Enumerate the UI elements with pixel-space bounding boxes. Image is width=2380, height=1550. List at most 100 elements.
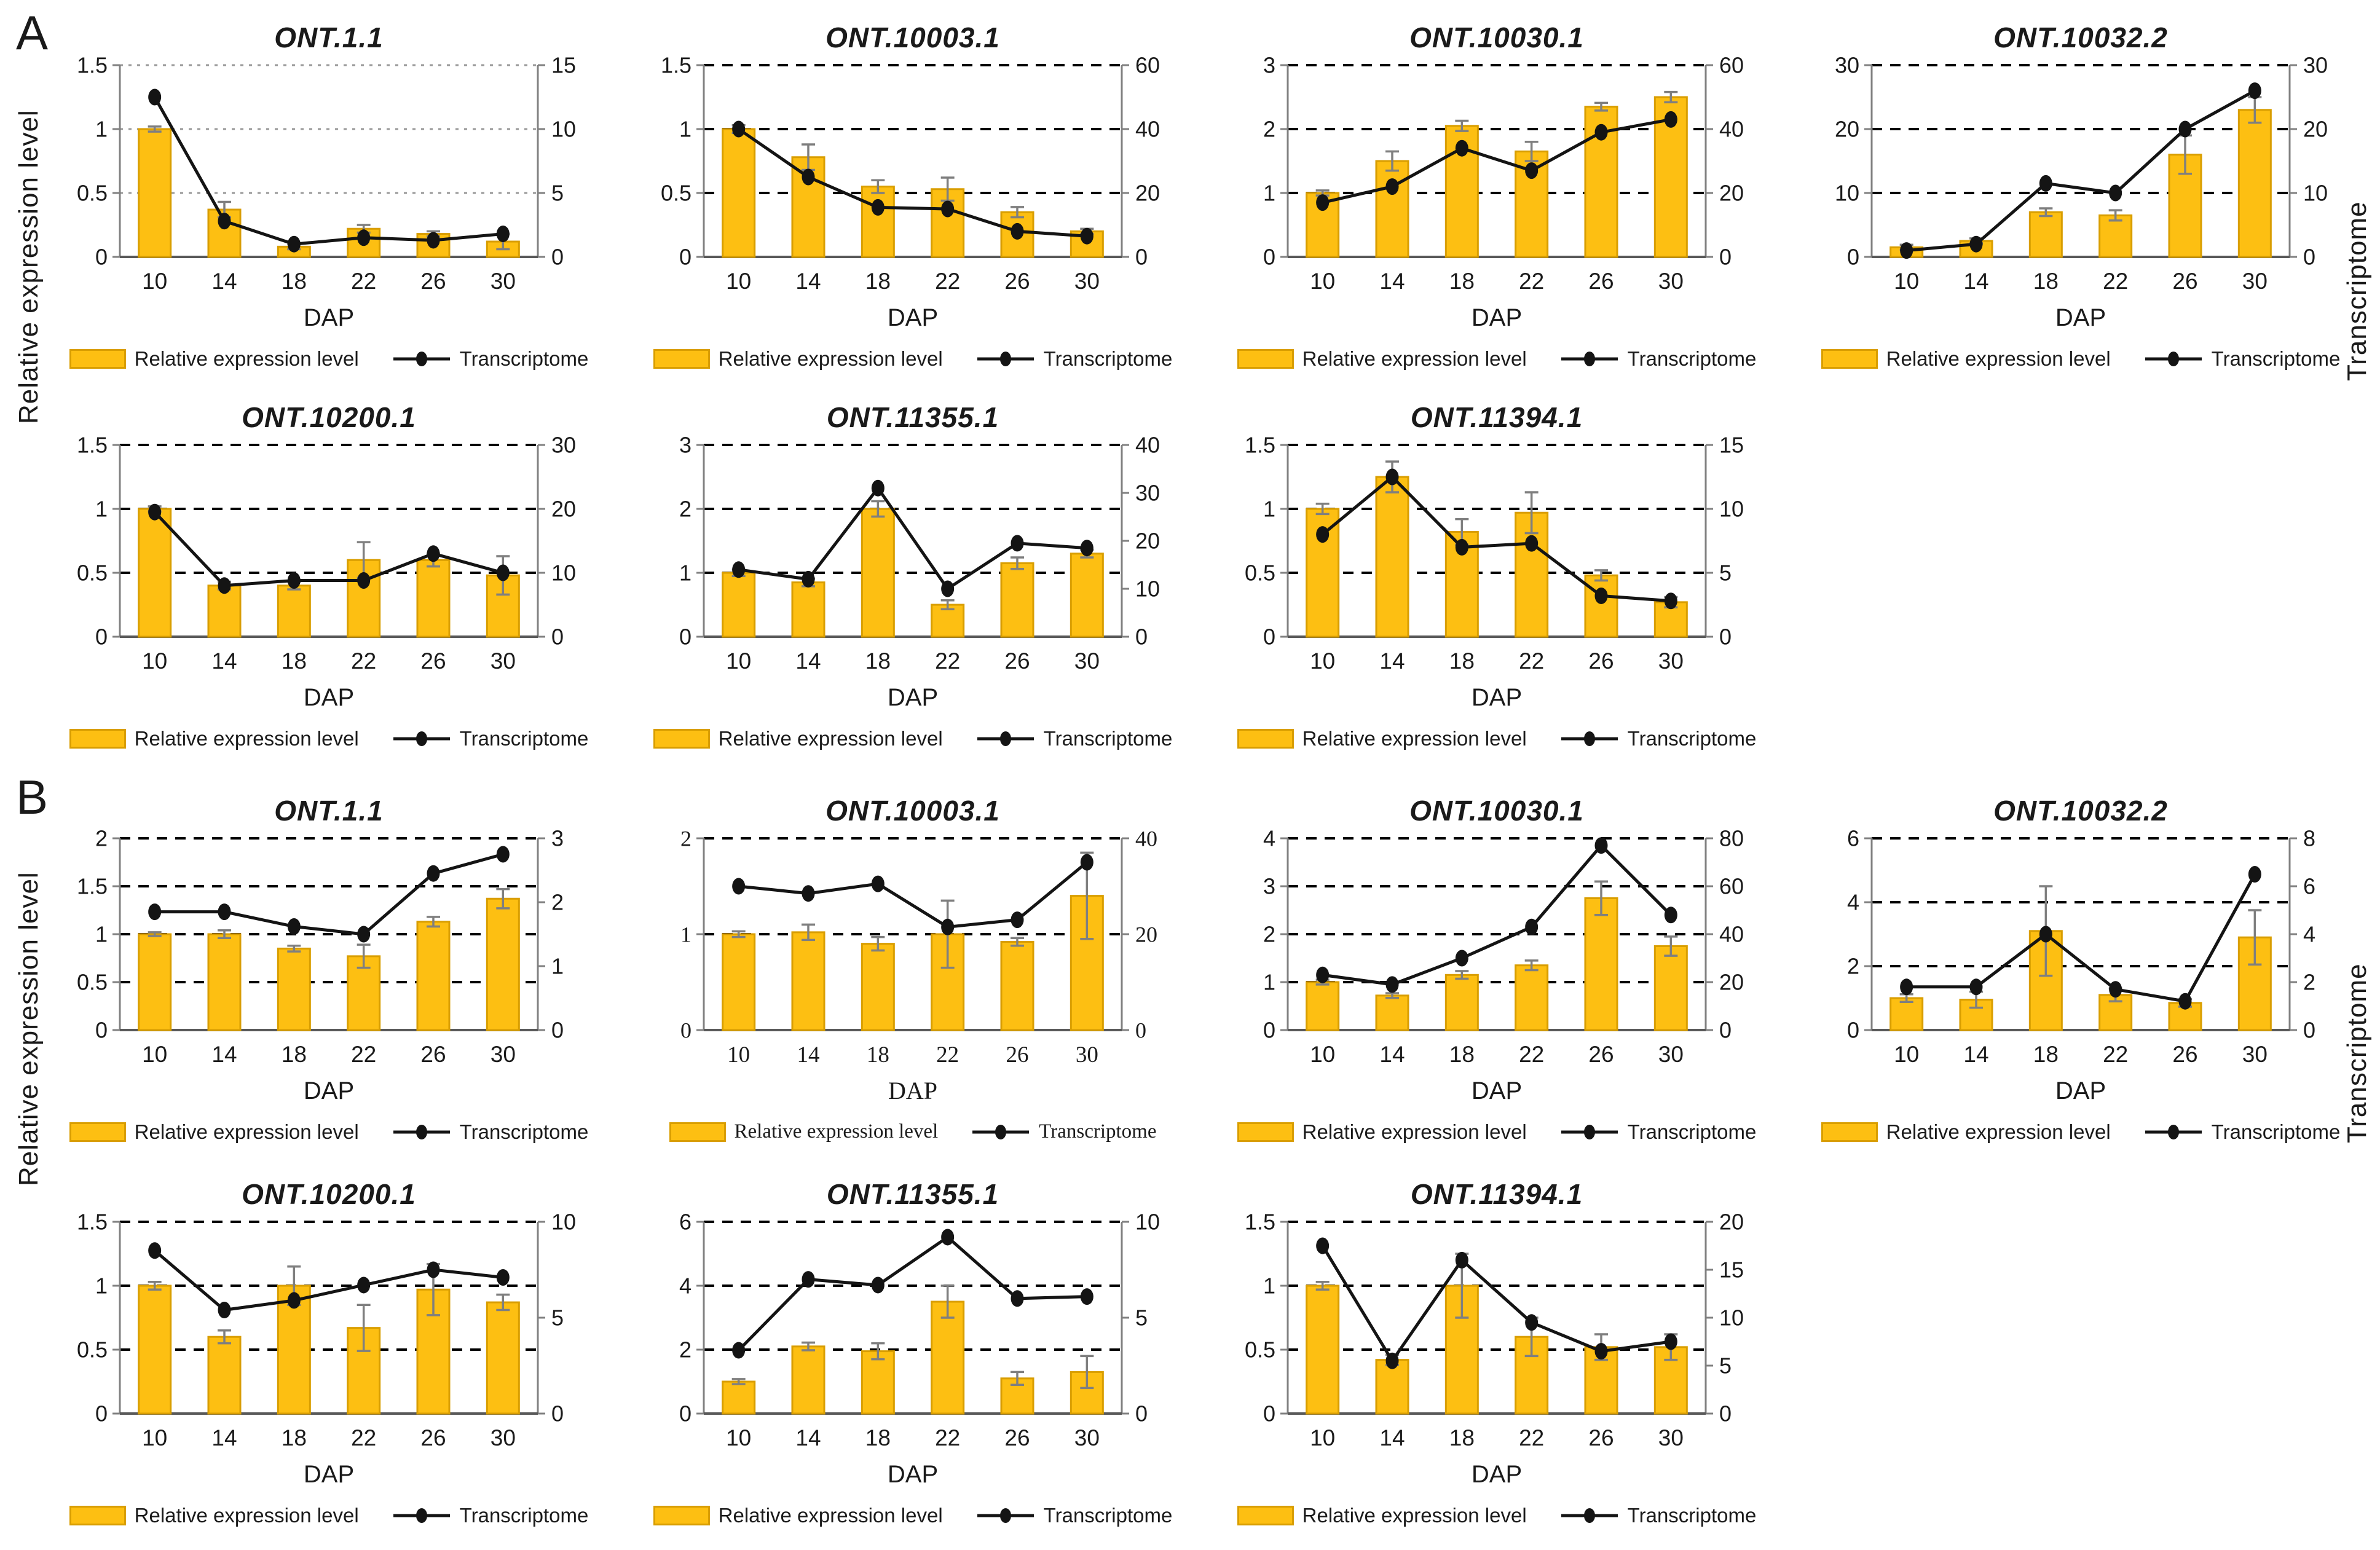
x-tick-label: 26: [1004, 269, 1030, 294]
left-tick-label: 1: [679, 561, 692, 586]
line-marker: [1011, 535, 1024, 552]
x-tick-label: 26: [2172, 1042, 2197, 1067]
line-marker: [1385, 468, 1399, 486]
line-marker: [496, 1269, 510, 1286]
line-marker: [218, 903, 231, 921]
line-legend-marker-icon: [976, 1507, 1035, 1524]
chart-plot: 0 1 2 3 0 10 20 30 40 10 14 18 22 26 30 DAP: [636, 433, 1189, 726]
right-tick-label: 0: [2303, 245, 2315, 270]
line-legend-marker-icon: [392, 350, 451, 368]
x-tick-label: 14: [797, 1042, 820, 1068]
line-legend-label: Transcriptome: [1627, 1504, 1757, 1527]
x-tick-label: 30: [1076, 1042, 1098, 1068]
bar: [1306, 508, 1340, 638]
chart-legend: Relative expression level Transcriptome: [1220, 347, 1773, 371]
bar: [277, 584, 311, 638]
x-axis-label: DAP: [304, 1461, 354, 1488]
bar-legend-swatch-icon: [1821, 1122, 1878, 1142]
bar: [207, 1336, 242, 1415]
chart-b-ont-1-1: ONT.1.1 0 0.5 1 1.5 2 0 1 2 3 10 14 18 22 26 30 DAP Rel…: [37, 792, 621, 1166]
bar-legend-label: Relative expression level: [718, 727, 943, 750]
x-tick-label: 30: [491, 1042, 516, 1067]
right-tick-label: 0: [1719, 245, 1732, 270]
transcriptome-line: [738, 861, 1088, 929]
x-tick-label: 10: [142, 269, 167, 294]
chart-a-ont-10200-1: ONT.10200.1 0 0.5 1 1.5 0 10 20 30 10 14 18 22 26 30 D…: [37, 398, 621, 773]
right-tick-label: 0: [1135, 624, 1148, 650]
bar-legend-label: Relative expression level: [134, 727, 359, 750]
bar: [207, 933, 242, 1031]
right-tick-label: 40: [1135, 827, 1157, 851]
bar: [722, 1380, 756, 1415]
x-tick-label: 30: [1658, 1425, 1684, 1450]
x-tick-label: 18: [865, 648, 891, 674]
left-tick-label: 0: [95, 1018, 108, 1043]
x-tick-label: 18: [282, 648, 307, 674]
right-tick-label: 10: [1135, 576, 1160, 602]
line-legend-label: Transcriptome: [459, 727, 589, 750]
chart-b-ont-10030-1: ONT.10030.1 0 1 2 3 4 0 20 40 60 80 10 14 18 22 26 30 DA…: [1205, 792, 1789, 1166]
left-tick-label: 2: [1263, 922, 1275, 947]
x-tick-label: 10: [142, 1425, 167, 1450]
line-marker: [1900, 242, 1913, 259]
x-tick-label: 10: [727, 1042, 750, 1068]
chart-plot: 0 0.5 1 1.5 0 20 40 60 10 14 18 22 26 30 DAP: [636, 53, 1189, 346]
x-tick-label: 22: [2103, 1042, 2128, 1067]
chart-legend: Relative expression level Transcriptome: [52, 727, 605, 750]
bar-legend-label: Relative expression level: [134, 1120, 359, 1143]
line-marker: [2178, 993, 2192, 1010]
right-tick-label: 6: [2303, 874, 2315, 899]
x-tick-label: 14: [211, 1042, 237, 1067]
bar-legend-swatch-icon: [653, 349, 710, 369]
chart-plot: 0 0.5 1 1.5 0 5 10 15 10 14 18 22 26 30 DAP: [52, 53, 605, 346]
x-axis-label: DAP: [2055, 304, 2106, 331]
line-marker: [1385, 178, 1399, 195]
line-marker: [357, 926, 371, 943]
x-tick-label: 18: [1449, 269, 1475, 294]
line-marker: [1316, 194, 1330, 211]
right-tick-label: 20: [551, 497, 576, 522]
bar-legend-swatch-icon: [1237, 349, 1294, 369]
x-tick-label: 22: [935, 1425, 960, 1450]
x-tick-label: 14: [1379, 648, 1405, 674]
line-marker: [1525, 918, 1539, 935]
x-tick-label: 18: [1449, 1042, 1475, 1067]
right-tick-label: 0: [2303, 1018, 2315, 1043]
right-tick-label: 0: [1719, 1401, 1732, 1426]
line-marker: [1011, 222, 1024, 240]
right-tick-label: 5: [1719, 561, 1732, 586]
left-tick-label: 0: [95, 624, 108, 650]
left-tick-label: 4: [679, 1273, 692, 1299]
left-tick-label: 0: [679, 245, 692, 270]
left-tick-label: 1: [1263, 1273, 1275, 1299]
right-tick-label: 0: [1135, 1018, 1146, 1043]
line-marker: [871, 875, 885, 892]
left-tick-label: 1.5: [77, 54, 108, 78]
line-marker: [2039, 175, 2052, 192]
bar-legend-swatch-icon: [653, 1506, 710, 1525]
x-tick-label: 18: [282, 1042, 307, 1067]
chart-title: ONT.10032.2: [1993, 795, 2168, 827]
transcriptome-line: [1321, 1245, 1671, 1364]
x-tick-label: 26: [1588, 1042, 1614, 1067]
line-marker: [941, 1229, 955, 1246]
left-tick-label: 2: [1263, 117, 1275, 142]
line-legend-label: Transcriptome: [1627, 727, 1757, 750]
line-legend-label: Transcriptome: [2211, 347, 2341, 370]
x-tick-label: 14: [795, 648, 821, 674]
panel-a-label: A: [16, 6, 49, 60]
left-tick-label: 2: [679, 497, 692, 522]
chart-a-ont-1-1: ONT.1.1 0 0.5 1 1.5 0 5 10 15 10 14 18 22 26 30 DAP Re…: [37, 18, 621, 393]
x-axis-label: DAP: [888, 1077, 937, 1104]
right-tick-label: 60: [1719, 54, 1744, 78]
left-tick-label: 0.5: [77, 181, 108, 206]
x-tick-label: 30: [2242, 269, 2268, 294]
x-tick-label: 14: [211, 648, 237, 674]
panel-b-label: B: [16, 770, 49, 824]
bar-legend-label: Relative expression level: [1302, 1120, 1527, 1143]
left-tick-label: 1.5: [77, 1211, 108, 1235]
line-marker: [496, 226, 510, 243]
bar-legend-label: Relative expression level: [1886, 1120, 2111, 1143]
bar: [861, 508, 895, 638]
